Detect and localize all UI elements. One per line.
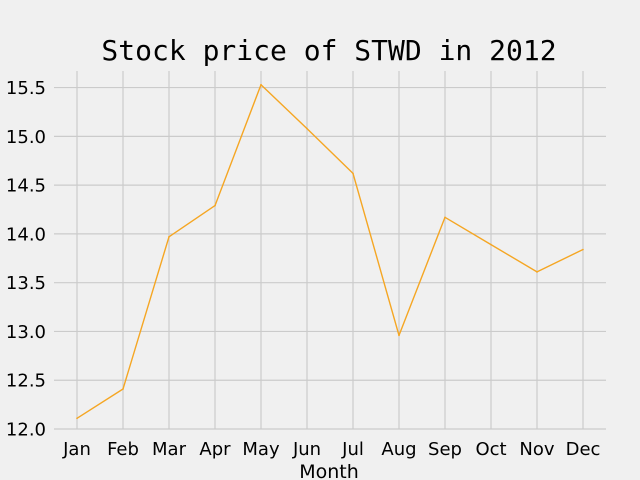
data-point — [352, 172, 354, 175]
x-axis-label: Month — [299, 461, 359, 480]
x-tick-label: Nov — [519, 439, 554, 460]
data-point — [168, 236, 170, 238]
y-tick-label: 13.0 — [6, 322, 46, 343]
x-tick-label: Apr — [199, 439, 231, 460]
data-point — [582, 248, 584, 251]
y-tick-label: 12.0 — [6, 420, 46, 441]
y-tick-label: 14.0 — [6, 224, 46, 245]
data-point — [490, 243, 492, 246]
x-tick-label: Aug — [381, 439, 416, 460]
chart-title: Stock price of STWD in 2012 — [101, 34, 556, 67]
x-tick-label: Jan — [62, 439, 91, 460]
y-tick-labels: 12.0 12.5 13.0 13.5 14.0 14.5 15.0 15.5 — [6, 78, 46, 440]
y-tick-label: 14.5 — [6, 176, 46, 197]
x-tick-label: Oct — [475, 439, 506, 460]
series-line — [76, 83, 584, 419]
y-tick-label: 15.0 — [6, 127, 46, 148]
data-point — [214, 204, 216, 207]
data-point — [306, 127, 308, 130]
data-point — [444, 216, 446, 219]
x-tick-label: Jul — [341, 439, 364, 460]
x-tick-label: May — [242, 439, 280, 460]
y-tick-label: 15.5 — [6, 78, 46, 99]
series-line-layer — [76, 83, 584, 420]
data-point — [260, 83, 262, 86]
data-point — [536, 271, 538, 273]
x-tick-label: Jun — [292, 439, 321, 460]
y-tick-label: 13.5 — [6, 273, 46, 294]
x-tick-label: Feb — [107, 439, 139, 460]
grid-lines — [54, 71, 606, 430]
x-tick-label: Sep — [428, 439, 462, 460]
data-point — [398, 334, 400, 337]
y-tick-label: 12.5 — [6, 371, 46, 392]
data-point — [76, 417, 78, 420]
x-tick-labels: Jan Feb Mar Apr May Jun Jul Aug Sep Oct Nov Dec — [62, 439, 600, 460]
x-tick-label: Mar — [152, 439, 187, 460]
x-tick-label: Dec — [566, 439, 601, 460]
data-point — [122, 388, 124, 390]
